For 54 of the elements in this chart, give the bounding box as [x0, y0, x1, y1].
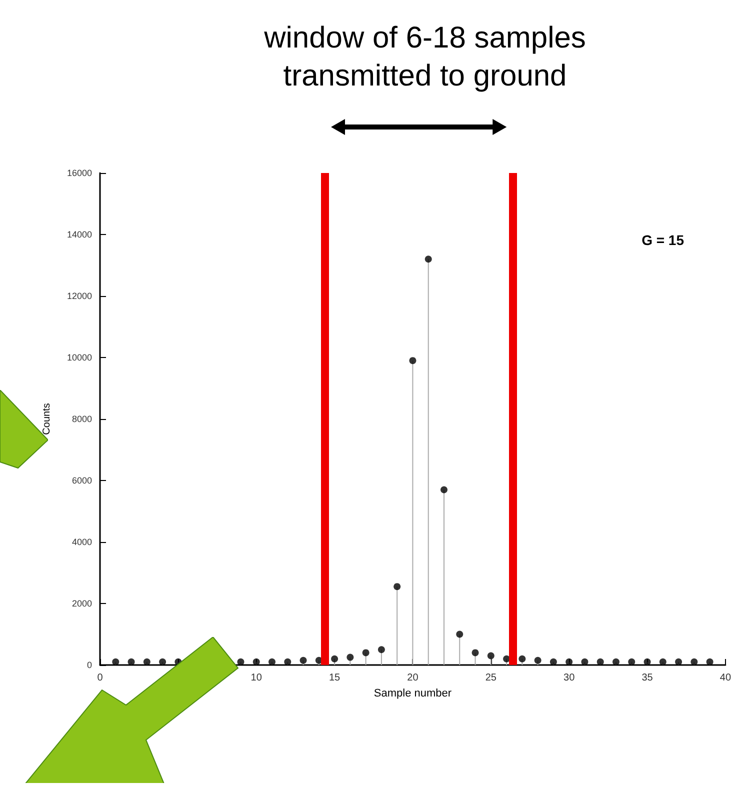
point [409, 357, 416, 364]
y-tick-label: 14000 [66, 230, 92, 240]
point [644, 658, 651, 666]
point [237, 658, 244, 666]
point [581, 658, 588, 666]
y-tick-label: 2000 [72, 598, 92, 608]
y-tick-label: 6000 [72, 476, 92, 486]
x-tick-label: 40 [720, 672, 732, 684]
x-tick-label: 0 [97, 672, 104, 684]
point [252, 658, 260, 666]
x-axis-title: Sample number [374, 687, 452, 700]
point [378, 646, 385, 654]
point [675, 658, 682, 666]
y-tick-label: 4000 [72, 537, 92, 547]
point [706, 658, 714, 666]
point [690, 658, 698, 666]
x-tick-label: 35 [642, 672, 654, 684]
y-axis-title: Counts [42, 403, 52, 435]
x-tick-label: 30 [564, 672, 576, 684]
point [424, 256, 432, 263]
point [487, 652, 494, 660]
point [596, 658, 604, 666]
point [456, 630, 464, 638]
point [159, 658, 166, 666]
point [268, 658, 276, 666]
chart-title: window of 6-18 samples transmitted to ground [263, 22, 586, 92]
point [628, 658, 636, 666]
annotation: G = 15 [642, 232, 684, 248]
point [566, 658, 573, 666]
x-tick-label: 15 [328, 672, 341, 684]
point [362, 649, 370, 656]
y-tick-label: 12000 [66, 291, 92, 301]
y-tick-label: 0 [86, 660, 92, 670]
point [128, 658, 135, 666]
y-tick-label: 10000 [66, 352, 92, 362]
point [300, 656, 307, 664]
point [346, 654, 354, 661]
point [394, 583, 401, 590]
x-tick-label: 10 [250, 672, 262, 684]
y-tick-label: 8000 [72, 414, 92, 424]
point [659, 658, 666, 666]
point [284, 658, 292, 666]
point [472, 649, 479, 656]
point [143, 658, 150, 666]
point [518, 655, 526, 662]
y-tick-label: 16000 [66, 168, 92, 178]
x-tick-label: 20 [407, 672, 419, 684]
point [534, 656, 542, 664]
point [612, 658, 620, 666]
point [550, 658, 557, 666]
x-tick-label: 25 [485, 672, 497, 684]
point [440, 486, 448, 494]
point [112, 658, 120, 666]
point [331, 655, 338, 662]
